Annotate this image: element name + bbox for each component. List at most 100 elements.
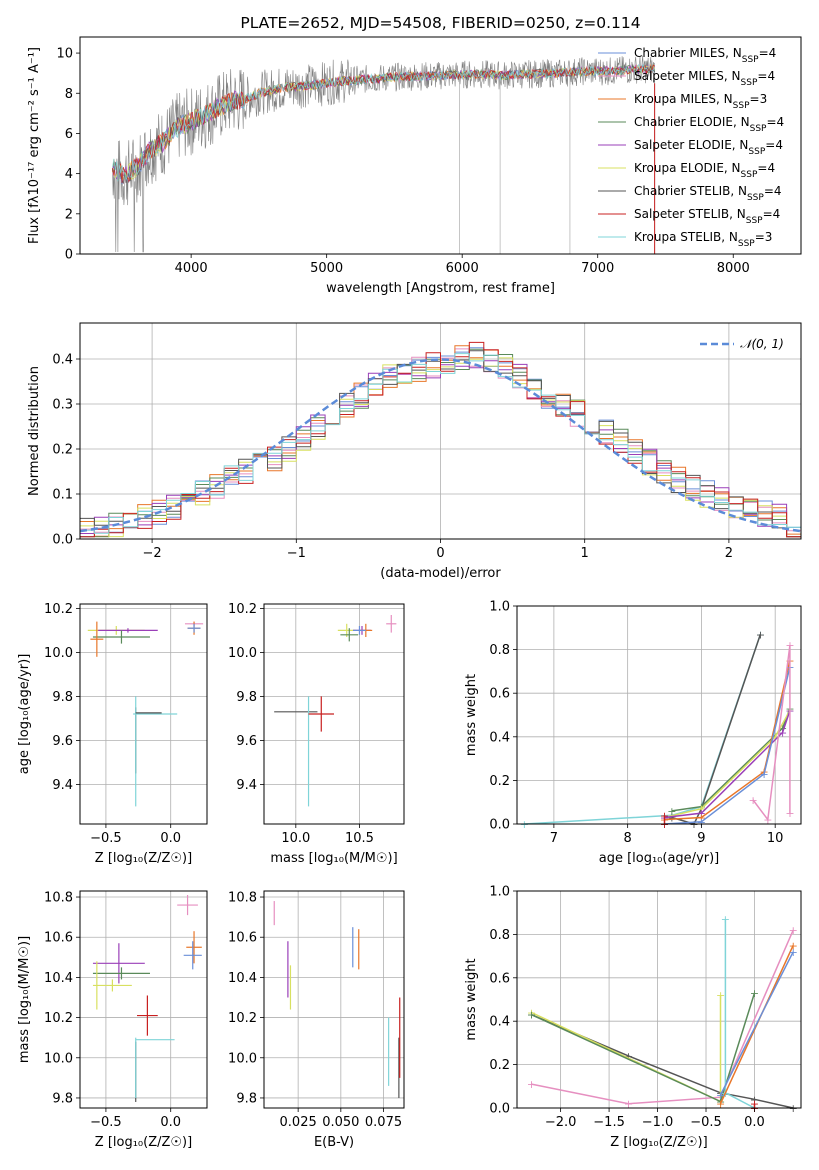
- x-tick-label: 0.0: [160, 1115, 181, 1130]
- legend-label: Kroupa MILES, NSSP=3: [634, 92, 767, 111]
- mass-weight-line: [664, 660, 791, 821]
- y-axis-label: Normed distribution: [27, 366, 42, 496]
- x-tick-label: −2.0: [545, 1115, 577, 1130]
- y-tick-label: 10.0: [228, 646, 257, 661]
- y-axis-label: Flux [fλ10⁻¹⁷ erg cm⁻² s⁻¹ A⁻¹]: [27, 47, 42, 244]
- mass-weight-point: +: [760, 768, 769, 781]
- y-tick-label: 9.4: [236, 778, 257, 793]
- x-tick-label: −1.0: [642, 1115, 674, 1130]
- y-tick-label: 0.4: [52, 353, 73, 368]
- y-tick-label: 10.2: [44, 602, 73, 617]
- y-tick-label: 0.0: [52, 533, 73, 548]
- x-tick-label: 6000: [446, 261, 479, 276]
- mass-weight-point: +: [624, 1098, 633, 1111]
- mass-vs-metallicity-panel: −0.5 0.0 9.8 10.0 10.2 10.4 10.6 10.8 Z [log₁₀(Z…: [17, 890, 208, 1150]
- x-tick-label: −1: [287, 546, 306, 561]
- y-tick-label: 10: [56, 47, 73, 62]
- mass-weight-point: +: [527, 1009, 536, 1022]
- mass-weight-point: +: [785, 639, 794, 652]
- mass-vs-ebv-panel: 0.025 0.050 0.075 9.8 10.0 10.2 10.4 10.6 10.8 E(…: [228, 890, 405, 1150]
- legend-label: Chabrier MILES, NSSP=4: [634, 46, 776, 65]
- x-axis-label: Z [log₁₀(Z/Z☉)]: [95, 851, 192, 866]
- x-tick-label: 0.0: [744, 1115, 765, 1130]
- y-tick-label: 10.8: [44, 891, 73, 906]
- mass-weight-point: +: [667, 805, 676, 818]
- legend-label: Salpeter STELIB, NSSP=4: [634, 207, 780, 226]
- x-tick-label: 8000: [717, 261, 750, 276]
- y-tick-label: 9.4: [52, 778, 73, 793]
- y-tick-label: 0: [65, 248, 73, 263]
- mass-weight-point: +: [697, 801, 706, 814]
- y-tick-label: 10.0: [228, 1051, 257, 1066]
- mass-weight-point: +: [756, 628, 765, 641]
- y-tick-label: 0.4: [489, 1015, 510, 1030]
- axes-frame: [79, 603, 208, 825]
- y-axis-label: mass weight: [464, 958, 479, 1040]
- y-tick-label: 9.6: [52, 734, 73, 749]
- y-tick-label: 10.4: [44, 971, 73, 986]
- mass-weight-point: +: [778, 722, 787, 735]
- mass-weight-point: +: [697, 803, 706, 816]
- mass-weight-point: +: [667, 811, 676, 824]
- mass-weight-point: +: [716, 989, 725, 1002]
- legend-label: Chabrier STELIB, NSSP=4: [634, 184, 782, 203]
- y-tick-label: 0.0: [489, 818, 510, 833]
- x-tick-label: 4000: [175, 261, 208, 276]
- y-tick-label: 9.6: [236, 734, 257, 749]
- x-axis-label: Z [log₁₀(Z/Z☉)]: [95, 1135, 192, 1150]
- mass-weight-point: +: [750, 987, 759, 1000]
- mass-weight-point: +: [789, 924, 798, 937]
- y-tick-label: 0.4: [489, 730, 510, 745]
- y-tick-label: 4: [65, 167, 73, 182]
- residuals-panel: −2 −1 0 1 2 0.0 0.1 0.2 0.3 0.4 (data-model)/error…: [27, 322, 802, 581]
- y-tick-label: 2: [65, 207, 73, 222]
- mass-weight-point: +: [697, 811, 706, 824]
- axes-frame: [516, 890, 802, 1109]
- mass-weight-point: +: [697, 816, 706, 829]
- mass-weight-point: +: [789, 939, 798, 952]
- x-axis-label: mass [log₁₀(M/M☉)]: [270, 851, 397, 866]
- x-axis-label: wavelength [Angstrom, rest frame]: [326, 281, 555, 296]
- x-tick-label: −0.5: [90, 831, 122, 846]
- mass-weight-point: +: [527, 1078, 536, 1091]
- x-tick-label: 1: [581, 546, 589, 561]
- x-tick-label: 2: [725, 546, 733, 561]
- mass-weight-point: +: [527, 1007, 536, 1020]
- mass-weight-point: +: [721, 913, 730, 926]
- residual-histogram: [80, 341, 801, 538]
- x-tick-label: 7000: [581, 261, 614, 276]
- y-tick-label: 10.2: [228, 602, 257, 617]
- mass-weight-line: [664, 710, 791, 819]
- y-tick-label: 10.6: [44, 931, 73, 946]
- legend-label: Salpeter ELODIE, NSSP=4: [634, 138, 783, 157]
- mass-weight-point: +: [624, 1050, 633, 1063]
- x-tick-label: 0: [436, 546, 444, 561]
- spectrum-panel: 4000 5000 6000 7000 8000 0 2 4 6 8 10 wavelength [A…: [27, 14, 802, 296]
- mass-weight-line: [531, 995, 722, 1103]
- legend-label: Kroupa ELODIE, NSSP=4: [634, 161, 775, 180]
- y-tick-label: 0.0: [489, 1102, 510, 1117]
- y-tick-label: 10.0: [44, 646, 73, 661]
- y-tick-label: 9.8: [236, 1091, 257, 1106]
- x-tick-label: 0.075: [365, 1115, 402, 1130]
- mass-weight-point: +: [778, 726, 787, 739]
- mass-weight-point: +: [660, 809, 669, 822]
- x-axis-label: (data-model)/error: [380, 566, 501, 581]
- axes-frame: [516, 605, 802, 825]
- mass-weight-line: [671, 634, 762, 825]
- y-tick-label: 9.8: [52, 1091, 73, 1106]
- y-tick-label: 10.4: [228, 971, 257, 986]
- x-tick-label: 7: [550, 831, 558, 846]
- x-tick-label: 5000: [310, 261, 343, 276]
- mass-weight-point: +: [789, 946, 798, 959]
- mass-weight-point: +: [748, 794, 757, 807]
- y-tick-label: 0.2: [489, 1058, 510, 1073]
- y-tick-label: 0.6: [489, 971, 510, 986]
- weight-vs-age-panel: +++++++++ ++++++++ ++++ ++++ +++++++++7 8 9 100…: [464, 600, 802, 866]
- mass-weight-point: +: [716, 1098, 725, 1111]
- y-tick-label: 10.2: [228, 1011, 257, 1026]
- x-tick-label: −2: [143, 546, 162, 561]
- y-tick-label: 0.2: [489, 774, 510, 789]
- x-tick-label: 10.5: [345, 831, 374, 846]
